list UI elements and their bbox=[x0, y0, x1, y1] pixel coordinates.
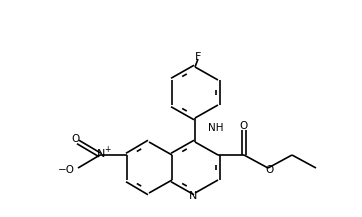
Text: O: O bbox=[72, 134, 80, 144]
Text: NH: NH bbox=[208, 123, 223, 133]
Text: O: O bbox=[240, 121, 248, 131]
Text: N: N bbox=[97, 149, 105, 159]
Text: N: N bbox=[189, 191, 197, 201]
Text: F: F bbox=[195, 52, 201, 62]
Text: O: O bbox=[265, 165, 273, 175]
Text: −O: −O bbox=[58, 165, 75, 175]
Text: +: + bbox=[104, 146, 110, 155]
